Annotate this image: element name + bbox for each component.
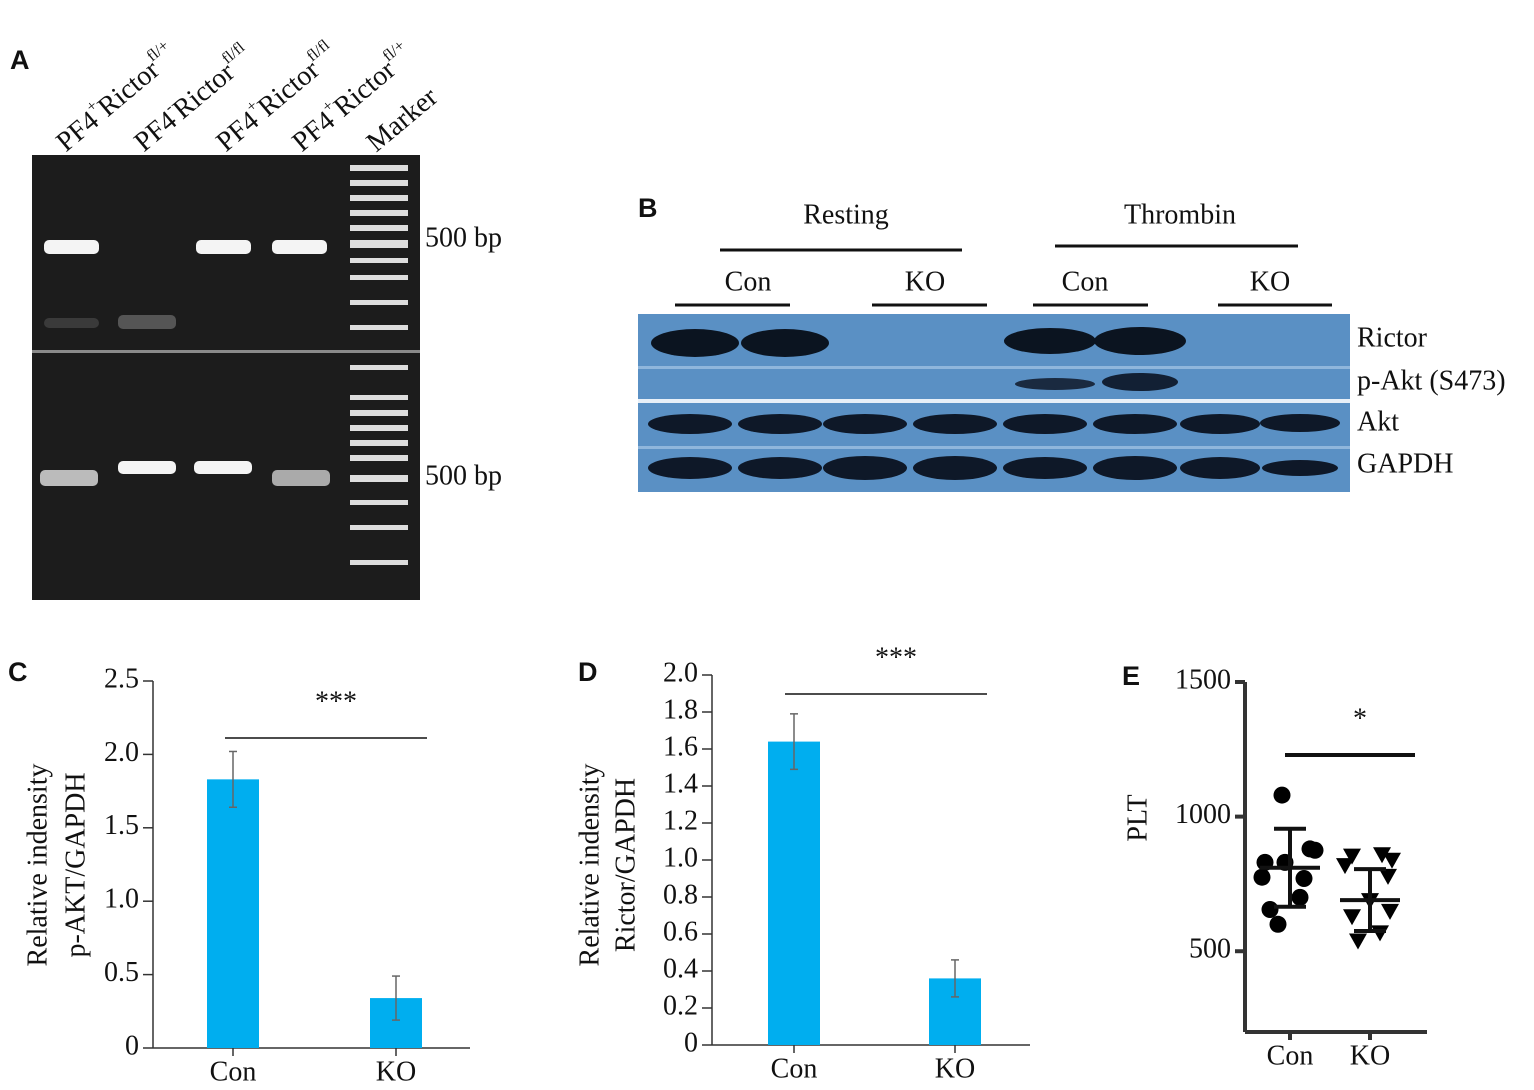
point (1261, 901, 1279, 918)
lane-text: PF4 (287, 106, 342, 159)
y-tick-label: 2.5 (104, 663, 139, 694)
panel-letter: A (10, 45, 30, 75)
y-tick-label: 0.4 (663, 953, 698, 984)
group-label: Thrombin (1124, 199, 1236, 230)
y-tick-label: 1.0 (104, 884, 139, 915)
x-tick-label: KO (935, 1053, 975, 1084)
bar (207, 779, 259, 1048)
x-tick-label: Con (210, 1056, 257, 1087)
point (1253, 868, 1271, 886)
point (1343, 909, 1361, 926)
y-tick-label: 0.8 (663, 879, 698, 910)
panel-letter: D (578, 657, 598, 687)
y-tick-label: 0.5 (104, 957, 139, 988)
bar (768, 741, 820, 1045)
point (1371, 925, 1389, 942)
y-axis-label: Rictor/GAPDH (610, 778, 641, 952)
point (1373, 847, 1391, 864)
annotation: *** (875, 642, 917, 673)
subgroup-label: KO (905, 266, 945, 297)
row-label: GAPDH (1357, 448, 1453, 479)
y-axis-label: Relative indensity (22, 764, 53, 967)
x-tick-label: Con (771, 1053, 818, 1084)
y-tick-label: 2.0 (663, 657, 698, 688)
y-tick-label: 0 (125, 1030, 139, 1061)
annotation: * (1353, 703, 1367, 734)
band-label: 500 bp (425, 222, 502, 253)
point (1273, 786, 1291, 804)
x-tick-label: KO (1350, 1040, 1390, 1071)
panel-letter: B (638, 193, 658, 223)
lane-text: PF4 (129, 106, 184, 159)
point (1306, 841, 1324, 859)
lane-text: PF4 (211, 106, 266, 159)
group-label: Resting (803, 199, 889, 230)
y-tick-label: 1.8 (663, 694, 698, 725)
subgroup-label: Con (1062, 266, 1109, 297)
point (1381, 903, 1399, 920)
row-label: Akt (1357, 406, 1399, 437)
row-label: p-Akt (S473) (1357, 365, 1506, 396)
point (1383, 852, 1401, 869)
point (1291, 888, 1309, 906)
y-tick-label: 500 (1189, 934, 1231, 965)
panel-letter: E (1122, 661, 1140, 691)
y-tick-label: 0.2 (663, 990, 698, 1021)
point (1349, 933, 1367, 950)
y-tick-label: 1.4 (663, 768, 698, 799)
point (1379, 868, 1397, 885)
y-axis-label: Relative indensity (574, 764, 605, 967)
y-axis-label: PLT (1122, 794, 1153, 841)
band-label: 500 bp (425, 460, 502, 491)
row-label: Rictor (1357, 322, 1428, 353)
y-tick-label: 1000 (1175, 799, 1231, 830)
point (1336, 858, 1354, 875)
blot (638, 244, 1350, 492)
subgroup-label: KO (1250, 266, 1290, 297)
y-tick-label: 1.2 (663, 805, 698, 836)
point (1343, 848, 1361, 865)
annotation: *** (315, 686, 357, 717)
y-tick-label: 1.0 (663, 842, 698, 873)
point (1269, 915, 1287, 933)
y-tick-label: 0 (684, 1027, 698, 1058)
panel-letter: C (8, 657, 28, 687)
x-tick-label: Con (1267, 1040, 1314, 1071)
y-tick-label: 0.6 (663, 916, 698, 947)
point (1295, 870, 1313, 888)
lane-text: PF4 (51, 106, 106, 159)
x-tick-label: KO (376, 1056, 416, 1087)
y-axis-label: p-AKT/GAPDH (60, 772, 91, 957)
lane-text: Rictor (167, 57, 241, 126)
y-tick-label: 1.5 (104, 810, 139, 841)
y-tick-label: 1.6 (663, 731, 698, 762)
subgroup-label: Con (725, 266, 772, 297)
y-tick-label: 2.0 (104, 737, 139, 768)
gel (32, 155, 420, 600)
y-tick-label: 1500 (1175, 664, 1231, 695)
